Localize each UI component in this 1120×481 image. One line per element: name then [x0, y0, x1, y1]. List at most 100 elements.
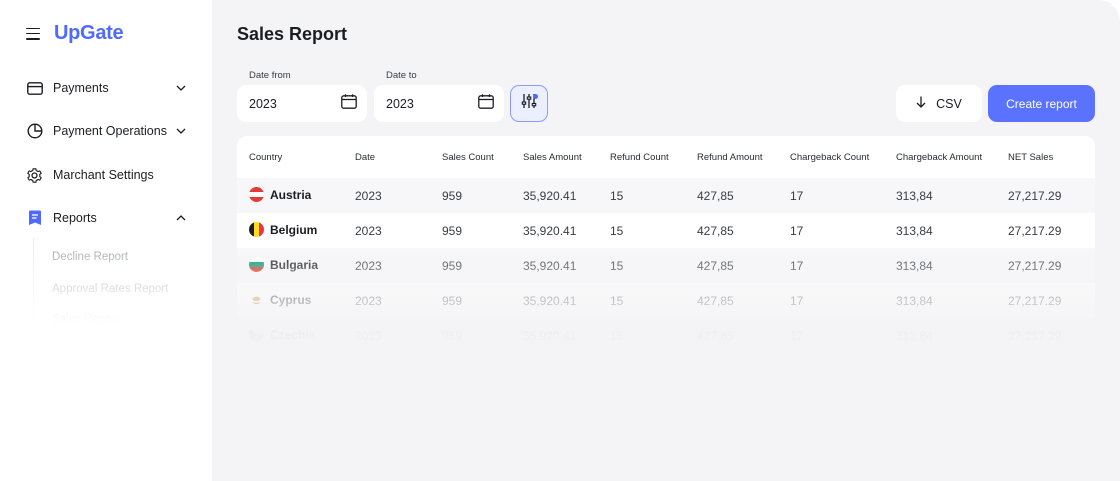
chargeback-count-cell: 17 [790, 294, 804, 308]
sales-amount-cell: 35,920.41 [523, 189, 577, 203]
create-report-button[interactable]: Create report [988, 85, 1095, 122]
sales-count-cell: 959 [442, 224, 463, 238]
sales-count-cell: 959 [442, 259, 463, 273]
austria-flag-icon [249, 187, 264, 202]
sidebar-item-label: Marchant Settings [53, 168, 154, 182]
table-header: Country Date Sales Count Sales Amount Re… [237, 136, 1095, 178]
czechia-flag-icon [249, 327, 264, 342]
date-from-value: 2023 [249, 96, 277, 111]
date-cell: 2023 [355, 189, 382, 203]
sidebar-subitem-sales-report[interactable]: Sales Report [52, 313, 119, 325]
refund-amount-cell: 427,85 [697, 329, 734, 343]
country-cell: Czechia [249, 327, 315, 342]
column-header[interactable]: Refund Amount [697, 152, 763, 163]
sales-table: Country Date Sales Count Sales Amount Re… [237, 136, 1095, 356]
sidebar-item-reports[interactable]: Reports [26, 207, 186, 229]
country-name: Czechia [270, 327, 316, 342]
table-row[interactable]: Czechia 2023 959 35,920.41 15 427,85 17 … [237, 318, 1095, 353]
sales-count-cell: 959 [442, 189, 463, 203]
country-name: Belgium [270, 222, 318, 237]
table-row[interactable]: Bulgaria 2023 959 35,920.41 15 427,85 17… [237, 248, 1095, 283]
date-cell: 2023 [355, 294, 382, 308]
refund-count-cell: 15 [610, 259, 624, 273]
calendar-icon[interactable] [341, 93, 357, 114]
column-header[interactable]: Country [249, 152, 283, 163]
main-panel: Sales Report Date from 2023 Date to 2023 [212, 0, 1120, 481]
sales-count-cell: 959 [442, 329, 463, 343]
chargeback-count-cell: 17 [790, 259, 804, 273]
chargeback-amount-cell: 313,84 [896, 294, 933, 308]
net-sales-cell: 27,217.29 [1008, 259, 1062, 273]
date-cell: 2023 [355, 259, 382, 273]
date-to-value: 2023 [386, 96, 414, 111]
country-name: Cyprus [270, 292, 312, 307]
table-row[interactable]: Austria 2023 959 35,920.41 15 427,85 17 … [237, 178, 1095, 213]
country-cell: Cyprus [249, 292, 311, 307]
sidebar-item-marchant-settings[interactable]: Marchant Settings [26, 164, 186, 186]
refund-count-cell: 15 [610, 189, 624, 203]
column-header[interactable]: NET Sales [1008, 152, 1054, 163]
brand: UpGate [26, 22, 124, 45]
column-header[interactable]: Sales Amount [523, 152, 582, 163]
refund-amount-cell: 427,85 [697, 189, 734, 203]
sidebar-subitem-approval-rates-report[interactable]: Approval Rates Report [52, 283, 169, 295]
submenu-tree-line [33, 238, 34, 330]
chevron-down-icon[interactable] [176, 83, 186, 93]
sidebar-item-label: Reports [53, 211, 97, 225]
chevron-up-icon[interactable] [176, 213, 186, 223]
sales-amount-cell: 35,920.41 [523, 329, 577, 343]
csv-export-button[interactable]: CSV [896, 85, 982, 122]
refund-amount-cell: 427,85 [697, 294, 734, 308]
chargeback-amount-cell: 313,84 [896, 329, 933, 343]
net-sales-cell: 27,217.29 [1008, 224, 1062, 238]
sales-amount-cell: 35,920.41 [523, 224, 577, 238]
chargeback-count-cell: 17 [790, 329, 804, 343]
download-arrow-icon [916, 96, 926, 111]
chevron-down-icon[interactable] [176, 126, 186, 136]
date-from-field[interactable]: 2023 [237, 85, 367, 122]
menu-icon[interactable] [26, 27, 40, 40]
logo[interactable]: UpGate [54, 22, 124, 44]
date-to-field[interactable]: 2023 [374, 85, 504, 122]
pie-chart-icon [26, 123, 43, 140]
refund-count-cell: 15 [610, 329, 624, 343]
chargeback-count-cell: 17 [790, 189, 804, 203]
column-header[interactable]: Chargeback Count [790, 152, 870, 163]
chargeback-amount-cell: 313,84 [896, 259, 933, 273]
sidebar: UpGate Payments Payment Operations [0, 0, 212, 481]
date-cell: 2023 [355, 224, 382, 238]
date-cell: 2023 [355, 329, 382, 343]
csv-label: CSV [936, 96, 962, 111]
net-sales-cell: 27,217.29 [1008, 189, 1062, 203]
page-title: Sales Report [237, 24, 348, 44]
gear-icon [26, 167, 43, 184]
date-to-label: Date to [386, 70, 417, 81]
country-name: Austria [270, 187, 312, 202]
cyprus-flag-icon [249, 292, 264, 307]
country-name: Bulgaria [270, 257, 319, 272]
net-sales-cell: 27,217.29 [1008, 294, 1062, 308]
filter-active-dot [533, 94, 538, 99]
table-row[interactable]: Cyprus 2023 959 35,920.41 15 427,85 17 3… [237, 283, 1095, 318]
net-sales-cell: 27,217.29 [1008, 329, 1062, 343]
column-header[interactable]: Sales Count [442, 152, 494, 163]
refund-count-cell: 15 [610, 294, 624, 308]
filter-button[interactable] [510, 85, 548, 122]
refund-amount-cell: 427,85 [697, 259, 734, 273]
card-icon [26, 80, 43, 97]
sales-count-cell: 959 [442, 294, 463, 308]
sidebar-subitem-decline-report[interactable]: Decline Report [52, 251, 129, 263]
sidebar-item-payments[interactable]: Payments [26, 77, 186, 99]
sidebar-item-label: Payment Operations [53, 124, 167, 138]
belgium-flag-icon [249, 222, 264, 237]
calendar-icon[interactable] [478, 93, 494, 114]
table-row[interactable]: Belgium 2023 959 35,920.41 15 427,85 17 … [237, 213, 1095, 248]
refund-amount-cell: 427,85 [697, 224, 734, 238]
column-header[interactable]: Refund Count [610, 152, 669, 163]
sales-amount-cell: 35,920.41 [523, 294, 577, 308]
column-header[interactable]: Chargeback Amount [896, 152, 983, 163]
sidebar-item-payment-operations[interactable]: Payment Operations [26, 120, 186, 142]
date-from-label: Date from [249, 70, 291, 81]
column-header[interactable]: Date [355, 152, 376, 163]
chargeback-amount-cell: 313,84 [896, 224, 933, 238]
